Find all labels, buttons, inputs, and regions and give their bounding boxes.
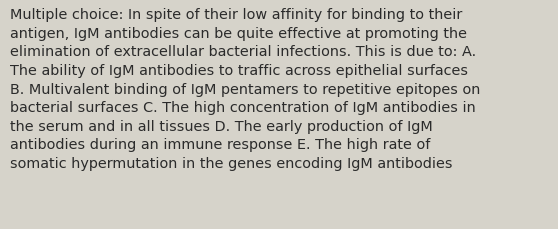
Text: Multiple choice: In spite of their low affinity for binding to their
antigen, Ig: Multiple choice: In spite of their low a… [10,8,480,170]
